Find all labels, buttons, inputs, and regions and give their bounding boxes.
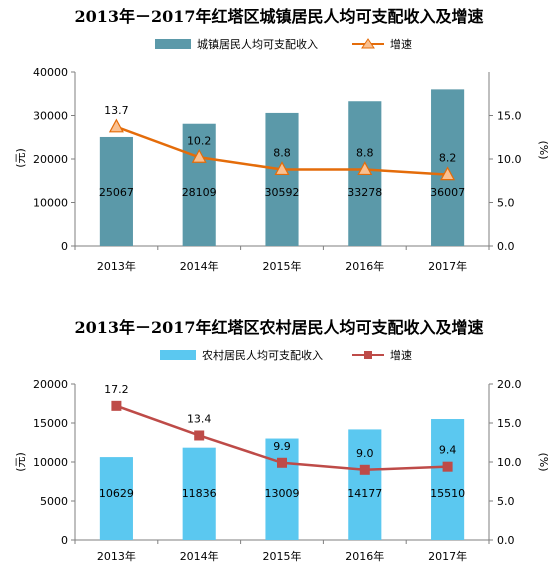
line-value-label: 17.2 (104, 383, 129, 396)
x-tick-label: 2016年 (345, 259, 384, 273)
y2-tick-label: 15.0 (497, 417, 522, 430)
legend-swatch-bar (160, 350, 196, 360)
x-tick-label: 2015年 (263, 259, 302, 273)
y2-tick-label: 15.0 (497, 110, 522, 123)
y-tick-label: 5000 (40, 495, 68, 508)
urban-income-chart: 2013年－2017年红塔区城镇居民人均可支配收入及增速 城镇居民人均可支配收入… (14, 7, 550, 273)
bar (99, 457, 133, 540)
bar (348, 429, 382, 540)
bar-value-label: 13009 (265, 487, 300, 500)
y-tick-label: 40000 (33, 66, 68, 79)
x-tick-label: 2013年 (97, 549, 136, 563)
bar-value-label: 14177 (347, 487, 382, 500)
legend-label-bar: 农村居民人均可支配收入 (202, 348, 323, 362)
x-tick-label: 2014年 (180, 549, 219, 563)
legend-label-line: 增速 (390, 37, 412, 51)
legend-swatch-bar (155, 39, 191, 49)
bar-value-label: 10629 (99, 487, 134, 500)
line-point (359, 464, 370, 475)
y2-tick-label: 5.0 (497, 495, 515, 508)
line-value-label: 9.4 (439, 444, 457, 457)
bar-value-label: 11836 (182, 487, 217, 500)
y2-tick-label: 10.0 (497, 456, 522, 469)
line-value-label: 8.2 (439, 152, 457, 165)
x-tick-label: 2013年 (97, 259, 136, 273)
line-value-label: 9.0 (356, 447, 374, 460)
bar (182, 447, 216, 540)
chart-title: 2013年－2017年红塔区农村居民人均可支配收入及增速 (74, 318, 483, 337)
legend: 农村居民人均可支配收入 增速 (160, 348, 412, 362)
y-tick-label: 20000 (33, 378, 68, 391)
y2-tick-label: 0.0 (497, 534, 515, 547)
y-tick-label: 10000 (33, 456, 68, 469)
legend-triangle-marker (361, 38, 375, 49)
legend-label-bar: 城镇居民人均可支配收入 (197, 37, 318, 51)
line-value-label: 9.9 (273, 440, 291, 453)
line-point (357, 161, 373, 176)
x-tick-label: 2017年 (428, 259, 467, 273)
rural-income-chart: 2013年－2017年红塔区农村居民人均可支配收入及增速 农村居民人均可支配收入… (14, 318, 550, 563)
x-tick-label: 2014年 (180, 259, 219, 273)
y2-axis-label: (%) (537, 452, 550, 471)
y-tick-label: 0 (61, 534, 68, 547)
y-axis-label: (元) (14, 148, 27, 168)
line-point (277, 457, 287, 468)
line-value-label: 13.4 (187, 412, 212, 425)
bar (431, 419, 465, 540)
line-value-label: 13.7 (104, 104, 129, 117)
line-point (440, 166, 456, 181)
line-point (108, 118, 124, 133)
bar (265, 112, 299, 246)
y2-axis-label: (%) (537, 140, 550, 159)
y2-tick-label: 20.0 (497, 378, 522, 391)
line-value-label: 8.8 (273, 146, 291, 159)
x-tick-label: 2015年 (263, 549, 302, 563)
line-point (274, 161, 290, 176)
line-value-label: 8.8 (356, 146, 374, 159)
bar-value-label: 15510 (430, 487, 465, 500)
line-point (442, 461, 453, 472)
y2-tick-label: 10.0 (497, 153, 522, 166)
y-tick-label: 20000 (33, 153, 68, 166)
x-tick-label: 2016年 (345, 549, 384, 563)
line-value-label: 10.2 (187, 134, 212, 147)
line-point (191, 149, 207, 163)
y2-tick-label: 5.0 (497, 197, 515, 210)
chart-title: 2013年－2017年红塔区城镇居民人均可支配收入及增速 (74, 7, 483, 26)
y-tick-label: 15000 (33, 417, 68, 430)
bar-value-label: 28109 (182, 186, 217, 199)
y-axis-label: (元) (14, 452, 27, 472)
legend-square-marker (364, 351, 372, 359)
line-point (194, 430, 205, 441)
line-point (111, 400, 122, 411)
bar-value-label: 30592 (265, 186, 300, 199)
x-tick-label: 2017年 (428, 549, 467, 563)
bar (99, 136, 133, 246)
bar-value-label: 25067 (99, 186, 134, 199)
y-tick-label: 30000 (33, 110, 68, 123)
legend-label-line: 增速 (390, 348, 412, 362)
bar (265, 438, 299, 540)
y-tick-label: 0 (61, 240, 68, 253)
bar-value-label: 36007 (430, 186, 465, 199)
y-tick-label: 10000 (33, 197, 68, 210)
bar-value-label: 33278 (347, 186, 382, 199)
bar (182, 123, 216, 246)
legend: 城镇居民人均可支配收入 增速 (155, 37, 412, 51)
y2-tick-label: 0.0 (497, 240, 515, 253)
